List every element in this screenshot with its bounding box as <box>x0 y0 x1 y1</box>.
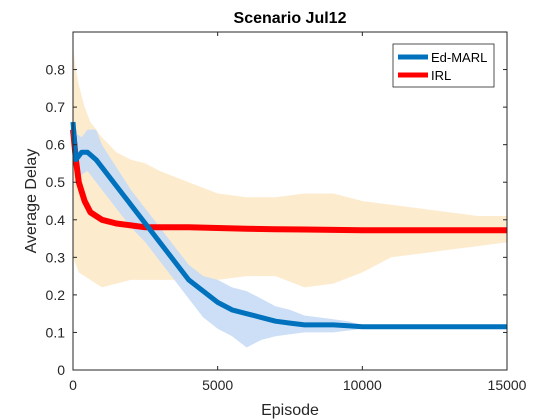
y-tick-label: 0.2 <box>46 287 66 303</box>
x-tick-label: 5000 <box>202 377 233 393</box>
legend-label-ed-marl: Ed-MARL <box>431 50 487 65</box>
series-line-irl <box>70 129 507 234</box>
y-tick-label: 0.5 <box>46 174 66 190</box>
legend: Ed-MARL IRL <box>392 43 495 88</box>
y-tick-label: 0.3 <box>46 249 66 265</box>
plot-area-frame <box>72 31 508 371</box>
y-tick-label: 0.8 <box>46 62 66 78</box>
y-tick-label: 0.6 <box>46 137 66 153</box>
x-axis-label: Episode <box>261 402 319 419</box>
chart-title: Scenario Jul12 <box>234 10 347 27</box>
x-tick-label: 0 <box>69 377 77 393</box>
y-tick-label: 0 <box>57 362 65 378</box>
legend-box <box>392 43 495 88</box>
x-tick-label: 10000 <box>343 377 382 393</box>
series-lines <box>70 121 507 330</box>
y-axis-label: Average Delay <box>23 149 40 254</box>
legend-label-irl: IRL <box>431 68 451 83</box>
y-tick-label: 0.4 <box>46 212 66 228</box>
x-tick-label: 15000 <box>488 377 527 393</box>
y-tick-label: 0.7 <box>46 99 66 115</box>
axis-ticks: 0 5000 10000 15000 0 0.1 0.2 0.3 0.4 0.5 0.6 0.7 0.8 <box>46 32 527 393</box>
y-tick-label: 0.1 <box>46 324 66 340</box>
series-line-ed-marl <box>70 121 507 330</box>
